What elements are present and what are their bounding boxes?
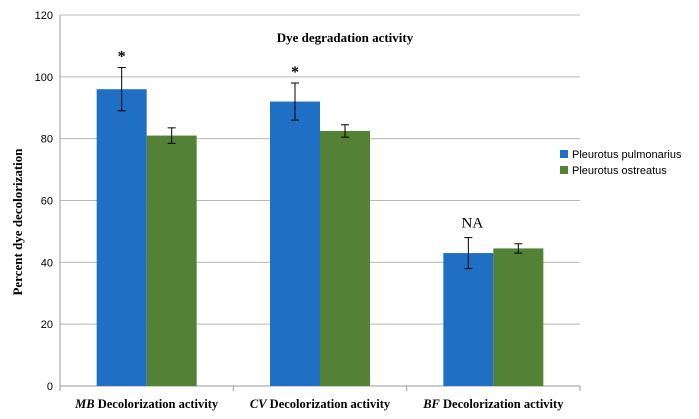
- error-bars: [117, 67, 523, 270]
- bar-ostreatus-2: [493, 248, 544, 386]
- x-axis: MB Decolorization activity CV Decolorizat…: [59, 386, 581, 411]
- bar-ostreatus-0: [146, 135, 197, 386]
- na-annotation: NA: [461, 216, 483, 232]
- y-tick-label: 20: [41, 319, 53, 331]
- y-tick-label: 40: [41, 257, 53, 269]
- legend-swatch: [560, 150, 568, 158]
- significance-asterisk: *: [291, 64, 299, 81]
- bar-pulmonarius-0: [96, 89, 147, 386]
- y-tick-label: 100: [35, 72, 53, 84]
- annotations: * * NA: [118, 49, 484, 232]
- bars: [96, 89, 544, 387]
- legend: Pleurotus pulmonarius Pleurotus ostreatus: [560, 149, 682, 177]
- bar-pulmonarius-1: [270, 101, 320, 387]
- legend-label: Pleurotus pulmonarius: [572, 149, 682, 161]
- y-tick-label: 0: [47, 381, 53, 393]
- x-category-label: BF Decolorization activity: [422, 397, 564, 411]
- x-category-label: CV Decolorization activity: [250, 397, 391, 411]
- bar-pulmonarius-2: [443, 253, 494, 386]
- y-axis: 0 20 40 60 80 100 120: [35, 10, 61, 393]
- significance-asterisk: *: [118, 49, 126, 66]
- y-axis-label: Percent dye decolorization: [10, 148, 25, 296]
- legend-label: Pleurotus ostreatus: [572, 165, 667, 177]
- legend-swatch: [560, 166, 568, 174]
- y-tick-label: 120: [35, 10, 53, 22]
- x-category-label: MB Decolorization activity: [74, 397, 219, 411]
- y-tick-label: 60: [41, 196, 53, 208]
- y-tick-label: 80: [41, 134, 53, 146]
- bar-ostreatus-1: [320, 130, 370, 386]
- chart-title: Dye degradation activity: [277, 30, 414, 45]
